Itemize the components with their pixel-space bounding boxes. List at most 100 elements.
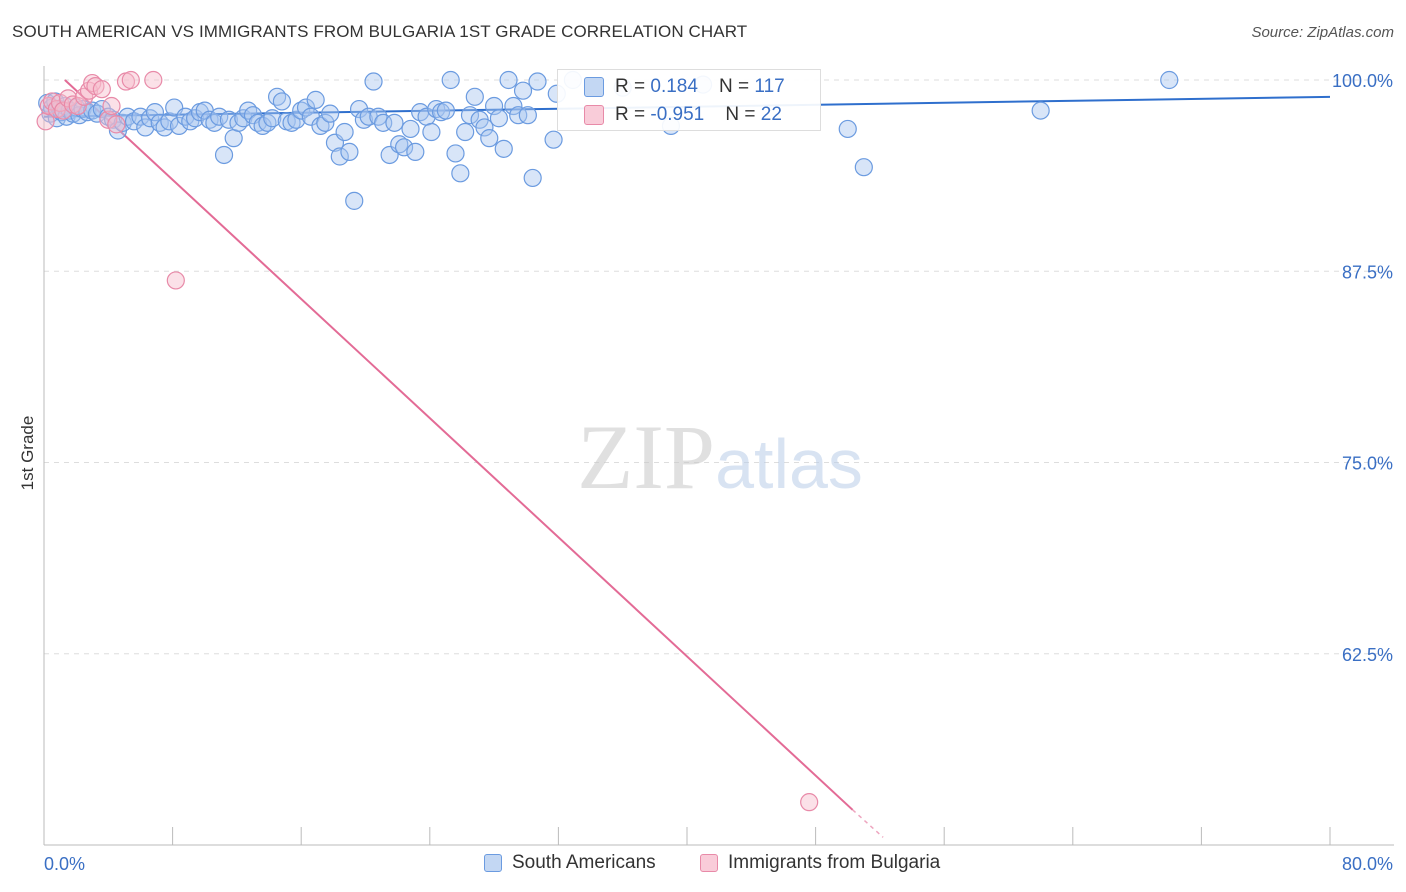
point-south-americans xyxy=(248,113,267,132)
point-south-americans xyxy=(456,122,475,142)
point-south-americans xyxy=(451,164,470,183)
point-south-americans xyxy=(1031,101,1050,120)
y-tick-label: 87.5% xyxy=(1342,262,1393,282)
x-tick-labels: 0.0% 80.0% xyxy=(44,854,1393,874)
stat-swatch-bulgaria xyxy=(584,105,604,125)
point-south-americans xyxy=(854,158,873,177)
point-south-americans xyxy=(205,113,224,132)
point-bulgaria xyxy=(121,70,140,90)
watermark: ZIPatlas xyxy=(577,406,863,508)
point-south-americans xyxy=(475,118,494,137)
point-south-americans xyxy=(330,147,349,166)
point-south-americans xyxy=(513,81,533,100)
point-south-americans xyxy=(272,92,292,111)
n-value-bulgaria: 22 xyxy=(760,104,782,125)
point-south-americans xyxy=(181,112,200,131)
point-south-americans xyxy=(446,144,465,163)
trend-line-bulgaria xyxy=(64,79,854,811)
point-south-americans xyxy=(311,116,330,136)
point-south-americans xyxy=(394,138,414,157)
point-south-americans xyxy=(364,72,383,91)
y-tick-label: 62.5% xyxy=(1342,645,1393,665)
point-south-americans xyxy=(369,107,388,126)
point-south-americans xyxy=(321,104,340,123)
chart-title: SOUTH AMERICAN VS IMMIGRANTS FROM BULGAR… xyxy=(12,22,748,41)
point-bulgaria xyxy=(102,96,121,116)
y-tick-labels: 62.5% 75.0% 87.5% 100.0% xyxy=(1332,71,1393,665)
point-south-americans xyxy=(349,99,369,119)
point-south-americans xyxy=(436,101,455,120)
n-label: N = xyxy=(704,104,761,125)
gridlines xyxy=(44,79,1394,655)
point-south-americans xyxy=(224,129,243,148)
trend-line-bulgaria-extension xyxy=(852,809,884,838)
point-south-americans xyxy=(480,129,499,148)
point-bulgaria xyxy=(107,115,126,134)
legend-item-bulgaria[interactable]: Immigrants from Bulgaria xyxy=(700,852,940,874)
point-south-americans xyxy=(504,96,523,116)
n-label: N = xyxy=(697,76,755,97)
point-south-americans xyxy=(145,103,165,122)
legend-label-bulgaria: Immigrants from Bulgaria xyxy=(728,852,941,873)
point-south-americans xyxy=(140,109,160,128)
point-bulgaria xyxy=(800,793,819,812)
point-south-americans xyxy=(214,145,234,165)
stat-row-bulgaria: R = -0.951 N = 22 xyxy=(615,103,782,127)
point-south-americans xyxy=(282,113,301,132)
point-south-americans xyxy=(136,118,155,137)
point-south-americans xyxy=(292,101,311,120)
point-bulgaria xyxy=(68,96,87,116)
point-south-americans xyxy=(316,113,335,132)
r-label: R = xyxy=(615,76,651,97)
point-bulgaria xyxy=(166,271,185,290)
point-south-americans xyxy=(263,109,282,128)
point-south-americans xyxy=(186,109,205,128)
point-south-americans xyxy=(169,116,189,136)
stat-row-south-americans: R = 0.184 N = 117 xyxy=(615,75,785,99)
point-south-americans xyxy=(544,130,563,149)
point-south-americans xyxy=(335,122,354,142)
point-south-americans xyxy=(1160,70,1179,90)
point-south-americans xyxy=(406,142,425,162)
point-south-americans xyxy=(465,87,484,106)
legend-item-south-americans[interactable]: South Americans xyxy=(484,852,656,874)
legend-swatch-bulgaria xyxy=(700,854,718,872)
point-south-americans xyxy=(528,72,547,91)
point-south-americans xyxy=(422,122,441,142)
r-label: R = xyxy=(615,104,651,125)
point-south-americans xyxy=(489,109,509,128)
point-south-americans xyxy=(340,142,359,162)
point-south-americans xyxy=(354,110,373,129)
point-bulgaria xyxy=(36,112,55,131)
point-south-americans xyxy=(401,119,420,139)
point-south-americans xyxy=(460,106,480,125)
point-south-americans xyxy=(385,113,404,132)
point-south-americans xyxy=(838,119,857,139)
point-south-americans xyxy=(518,106,537,125)
point-south-americans xyxy=(390,135,409,154)
watermark-zip: ZIP xyxy=(577,406,715,508)
point-bulgaria xyxy=(59,89,78,108)
data-points xyxy=(36,70,1179,812)
point-bulgaria xyxy=(144,70,163,90)
chart-source: Source: ZipAtlas.com xyxy=(1251,24,1394,41)
legend-swatch-south-americans xyxy=(484,854,502,872)
point-south-americans xyxy=(523,168,542,188)
point-bulgaria xyxy=(83,73,102,93)
legend: South Americans Immigrants from Bulgaria xyxy=(0,852,1406,878)
r-value-bulgaria: -0.951 xyxy=(650,104,705,125)
y-tick-label: 75.0% xyxy=(1342,454,1393,474)
correlation-stats-box: R = 0.184 N = 117 R = -0.951 N = 22 xyxy=(557,69,821,131)
point-south-americans xyxy=(509,106,528,125)
y-tick-label: 100.0% xyxy=(1332,71,1393,91)
stat-swatch-south-americans xyxy=(584,77,604,97)
point-south-americans xyxy=(287,110,306,129)
r-value-south-americans: 0.184 xyxy=(650,76,698,97)
x-tick-label-max: 80.0% xyxy=(1342,854,1393,874)
point-south-americans xyxy=(499,70,518,90)
point-south-americans xyxy=(345,191,364,210)
y-axis-label: 1st Grade xyxy=(18,415,37,491)
n-value-south-americans: 117 xyxy=(754,76,785,97)
point-south-americans xyxy=(296,98,316,117)
